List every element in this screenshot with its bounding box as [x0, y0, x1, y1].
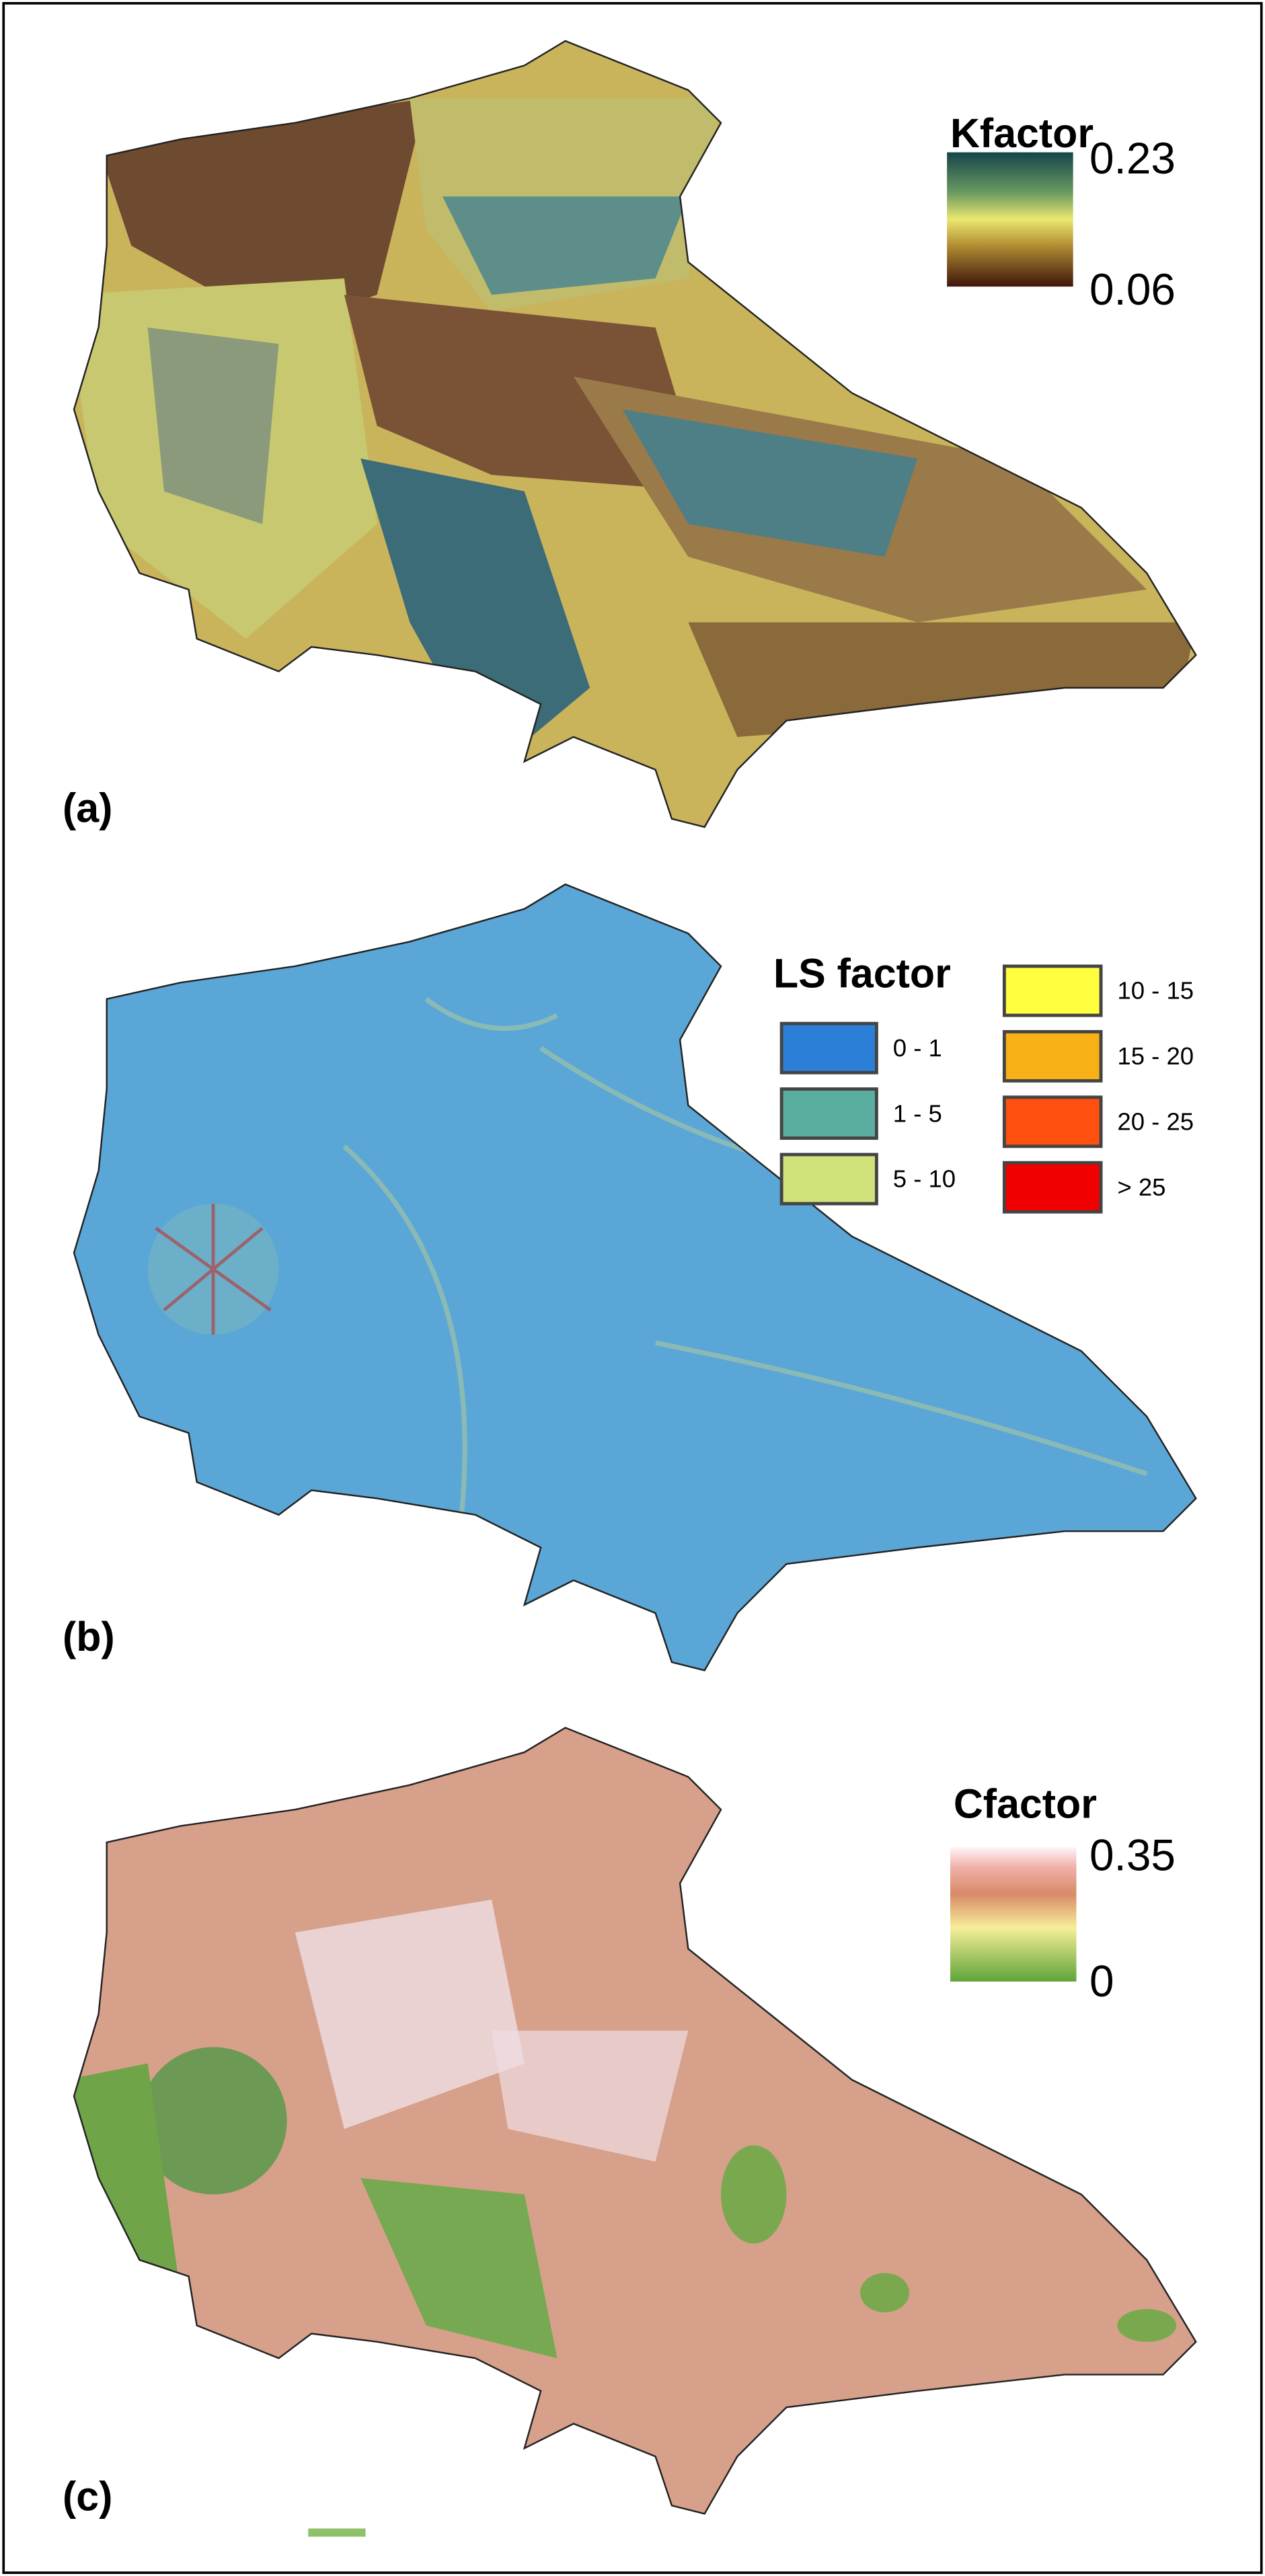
ls-legend: 0 - 1 1 - 5 5 - 10 10 - 15 15 - 20 20 - …: [779, 964, 1194, 1214]
legend-item: 10 - 15: [1117, 977, 1194, 1005]
legend-swatch: [779, 1021, 878, 1075]
legend-min: 0: [1089, 1956, 1114, 2006]
legend-swatch: [1002, 1029, 1103, 1083]
kfactor-map: [74, 40, 1196, 827]
legend-max: 0.23: [1089, 133, 1176, 183]
legend-swatch: [1002, 1095, 1103, 1148]
ls-factor-map: [74, 884, 1196, 1671]
legend-item: 15 - 20: [1117, 1042, 1194, 1070]
panel-label: (b): [63, 1614, 115, 1660]
legend-item: 5 - 10: [893, 1165, 956, 1193]
legend-min: 0.06: [1089, 264, 1176, 314]
cfactor-map: [74, 1727, 1196, 2514]
legend-title: Kfactor: [950, 110, 1094, 156]
map-fragment: [308, 2528, 366, 2537]
panel-label: (a): [63, 785, 112, 831]
legend-item: 0 - 1: [893, 1034, 942, 1062]
legend-swatch: [1002, 964, 1103, 1017]
legend-max: 0.35: [1089, 1830, 1176, 1879]
legend-swatch: [779, 1153, 878, 1206]
legend-item: 20 - 25: [1117, 1107, 1194, 1135]
panel-label: (c): [63, 2474, 112, 2520]
legend-title: Cfactor: [954, 1781, 1097, 1826]
legend-swatch: [1002, 1161, 1103, 1214]
legend-item: 1 - 5: [893, 1099, 942, 1127]
legend-item: > 25: [1117, 1173, 1165, 1201]
legend-title: LS factor: [773, 951, 951, 997]
colorbar: [950, 1847, 1077, 1982]
colorbar: [947, 152, 1073, 287]
legend-swatch: [779, 1087, 878, 1140]
